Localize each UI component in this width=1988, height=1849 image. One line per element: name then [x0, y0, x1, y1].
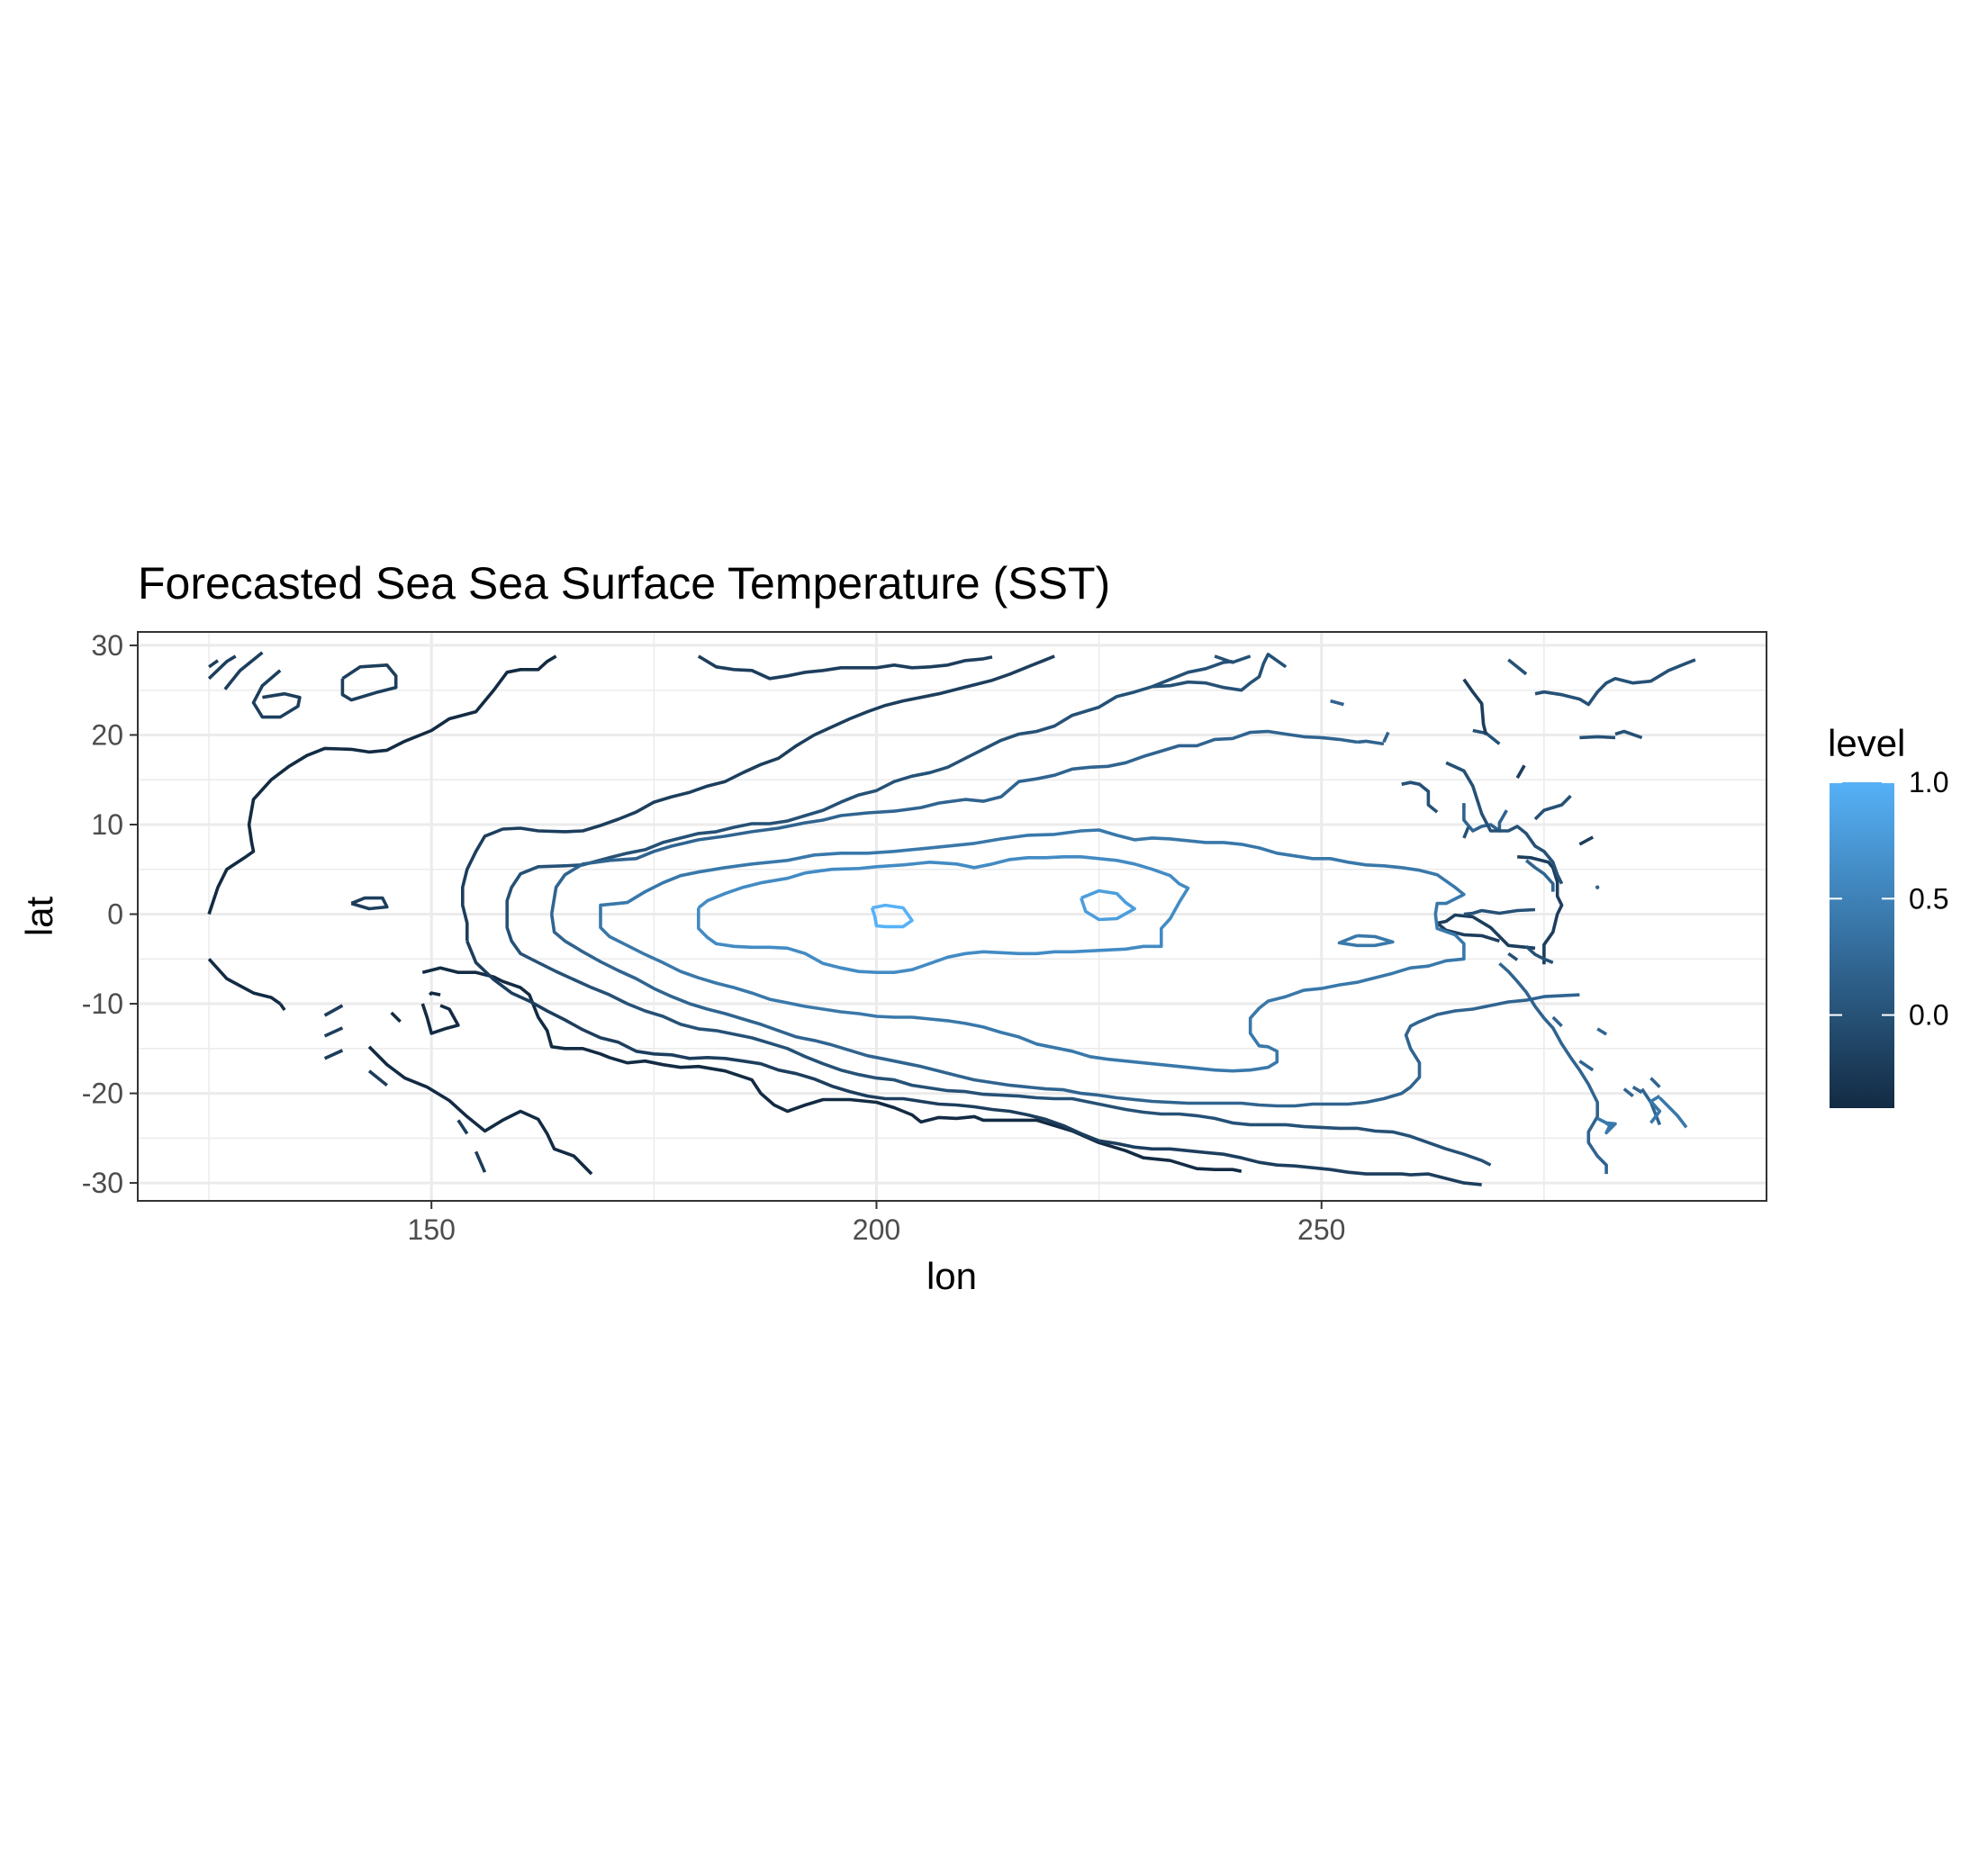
contour-line [207, 654, 557, 915]
contour-line [1596, 1027, 1608, 1036]
contour-line [278, 1002, 286, 1012]
contour-line [1524, 859, 1555, 892]
y-axis-ticks: 30 20 10 0 -10 -20 -30 [82, 629, 138, 1199]
x-tick-label: 200 [853, 1213, 900, 1246]
major-gridlines [138, 632, 1767, 1201]
legend-tick-label: 0.5 [1909, 882, 1948, 915]
contour-line [505, 660, 1233, 915]
plot-panel-border [137, 631, 1767, 1202]
contour-line [505, 914, 1492, 1167]
x-tick-label: 250 [1297, 1213, 1345, 1246]
contour-line [1658, 1096, 1688, 1129]
contour-line [1152, 653, 1288, 692]
x-axis-title: lon [926, 1255, 977, 1297]
contour-line [1517, 855, 1564, 965]
y-tick-label: -10 [82, 988, 123, 1020]
legend-ticks: 1.0 0.5 0.0 [1830, 766, 1948, 1032]
contour-line [1214, 654, 1252, 664]
contour-line [1382, 731, 1390, 744]
contour-line [1622, 1087, 1634, 1098]
legend: level 1.0 0.5 0.0 [1828, 722, 1948, 1108]
contour-line [367, 1045, 593, 1176]
contour-line [474, 1150, 487, 1173]
contour-point [1595, 885, 1600, 889]
contour-line [460, 654, 1055, 942]
y-tick-label: -30 [82, 1167, 123, 1199]
contour-line [340, 663, 398, 702]
contour-line [1614, 729, 1643, 740]
legend-colorbar [1830, 782, 1894, 1108]
contour-line [1445, 761, 1564, 885]
contour-line [207, 958, 282, 1006]
contour-line [1533, 794, 1572, 821]
contour-line [456, 1119, 469, 1135]
contour-line [1462, 678, 1488, 735]
legend-title: level [1828, 722, 1905, 764]
contour-line [1578, 835, 1595, 846]
legend-tick-label: 0.0 [1909, 999, 1948, 1032]
contour-line [1435, 913, 1536, 951]
contour-line [350, 896, 389, 911]
contour-line [1463, 907, 1536, 916]
contour-line [870, 903, 914, 929]
contour-line [1507, 658, 1528, 676]
contour-line [1507, 952, 1519, 961]
contour-line [323, 1049, 344, 1060]
contour-lines [207, 651, 1696, 1186]
contour-line [323, 1026, 344, 1038]
contour-line [697, 654, 993, 681]
contour-line [1330, 699, 1344, 707]
contour-line [1534, 658, 1696, 707]
contour-line [549, 729, 1358, 915]
contour-line [251, 669, 302, 719]
contour-line [1649, 1077, 1661, 1088]
contour-line [367, 1069, 388, 1087]
contour-line [1631, 1086, 1643, 1095]
y-tick-label: 0 [107, 898, 123, 931]
contour-line [1524, 944, 1554, 964]
contour-line [1498, 961, 1608, 1175]
chart-title: Forecasted Sea Sea Surface Temperature (… [138, 558, 1110, 609]
contour-line [323, 1004, 344, 1017]
y-tick-label: 20 [91, 718, 123, 751]
y-tick-label: -20 [82, 1078, 123, 1110]
minor-gridlines [138, 632, 1767, 1201]
contour-line [1596, 1116, 1617, 1135]
contour-line [1401, 780, 1439, 814]
contour-line [599, 828, 1466, 1073]
contour-line [697, 855, 1190, 974]
contour-line [207, 654, 237, 681]
contour-line [208, 659, 220, 669]
contour-line [420, 1003, 460, 1035]
contour-line [1515, 764, 1526, 780]
x-axis-ticks: 150 200 250 [408, 1201, 1345, 1246]
x-tick-label: 150 [408, 1213, 456, 1246]
legend-tick-label: 1.0 [1909, 766, 1948, 798]
plot-panel-background [138, 632, 1767, 1201]
contour-line [223, 651, 264, 690]
y-axis-title: lat [18, 896, 60, 936]
contour-line [1578, 1060, 1595, 1072]
contour-line [1337, 934, 1395, 948]
contour-line [465, 940, 1482, 1186]
contour-line [390, 1011, 402, 1024]
contour-line [549, 914, 1580, 1108]
contour-line [1462, 826, 1470, 839]
contour-line [1649, 1095, 1662, 1124]
contour-line [1357, 739, 1385, 746]
y-tick-label: 10 [91, 808, 123, 841]
y-tick-label: 30 [91, 629, 123, 662]
contour-line [1551, 1015, 1563, 1028]
contour-line [1579, 735, 1616, 740]
contour-line [1080, 888, 1136, 922]
contour-line [428, 991, 441, 997]
